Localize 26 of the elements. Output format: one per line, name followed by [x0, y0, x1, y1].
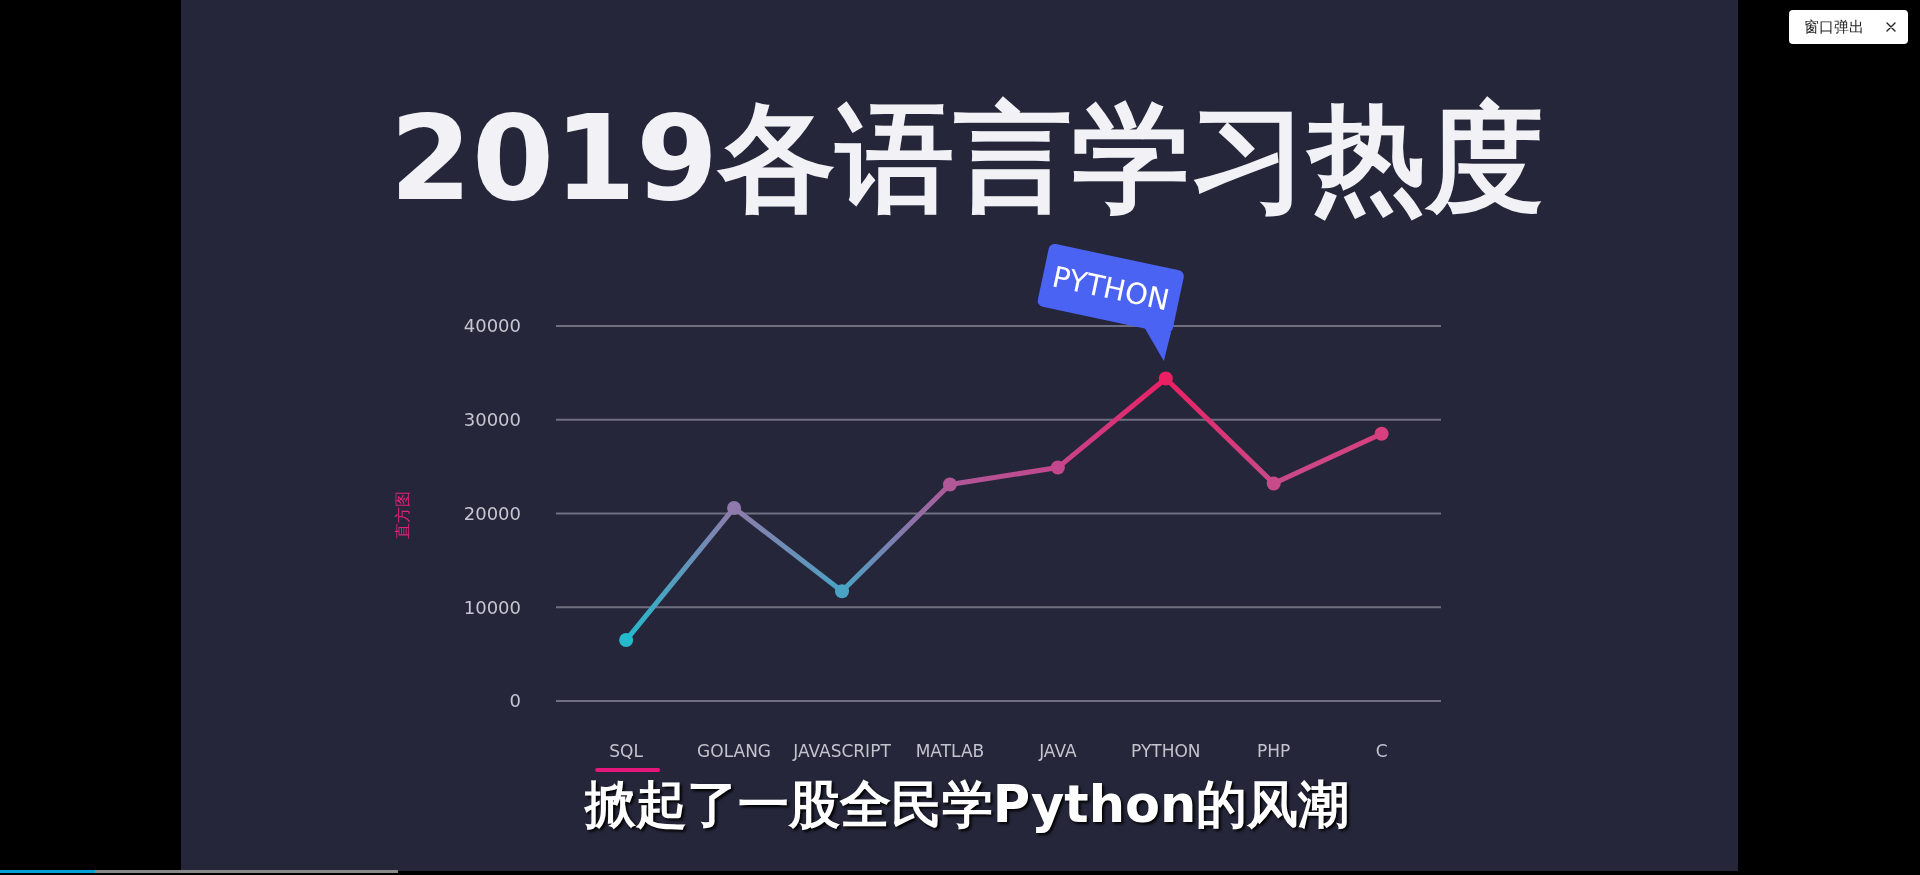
point — [835, 584, 850, 599]
x-tick-label: PHP — [1257, 741, 1291, 762]
x-tick-label: C — [1375, 741, 1388, 762]
point — [1266, 476, 1281, 491]
point — [619, 633, 634, 648]
point — [727, 500, 742, 515]
point — [1158, 371, 1173, 386]
x-tick-label: SQL — [609, 741, 644, 762]
pop-out-button[interactable]: 窗口弹出 — [1789, 10, 1908, 44]
chart-title: 2019各语言学习热度 — [388, 88, 1546, 228]
y-tick-label: 30000 — [463, 409, 521, 431]
x-tick-label: JAVA — [1038, 741, 1077, 762]
point — [942, 477, 957, 492]
text: 掀起了一股全民学Python的风潮 — [583, 774, 1351, 836]
x-tick-label: MATLAB — [915, 741, 985, 762]
y-axis-title: 直方图 — [393, 490, 413, 541]
annotation: PYTHON — [1049, 259, 1173, 318]
y-tick-label: 0 — [509, 690, 521, 712]
y-tick-label: 20000 — [463, 502, 521, 524]
y-tick-label: 40000 — [463, 315, 521, 337]
x-tick-label: PYTHON — [1131, 741, 1201, 762]
point — [1050, 460, 1065, 475]
y-tick-label: 10000 — [463, 596, 521, 618]
x-tick-label: JAVASCRIPT — [792, 741, 892, 762]
point — [1374, 426, 1389, 441]
x-tick-label: GOLANG — [697, 741, 772, 762]
